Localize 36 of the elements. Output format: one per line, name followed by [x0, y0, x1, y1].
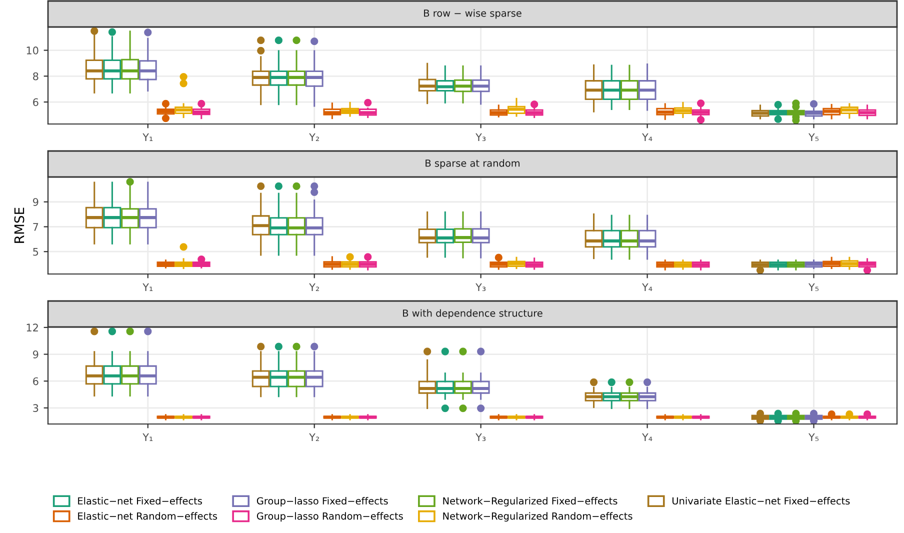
x-tick-label: Y₃	[476, 283, 486, 292]
y-tick-label: 3	[33, 404, 38, 412]
x-tick-label: Y₅	[808, 433, 819, 442]
x-tick-label: Y₂	[309, 283, 319, 291]
y-axis-title: RMSE	[14, 208, 24, 243]
y-tick-label: 8	[33, 72, 38, 80]
y-tick-label: 9	[33, 350, 38, 358]
chart-title: B with dependence structure	[403, 309, 542, 319]
legend-label: Elastic−net Random−effects	[78, 512, 218, 520]
y-tick-label: 12	[26, 324, 38, 332]
x-tick-label: Y₁	[142, 433, 153, 441]
y-tick-label: 10	[26, 46, 38, 54]
y-tick-label: 9	[33, 198, 38, 206]
x-tick-label: Y₅	[808, 283, 819, 292]
x-tick-label: Y₅	[808, 133, 819, 142]
x-tick-label: Y₂	[309, 133, 319, 141]
y-tick-label: 6	[33, 98, 38, 106]
y-tick-label: 5	[33, 248, 38, 256]
x-tick-label: Y₄	[642, 283, 652, 291]
legend-label: Group−lasso Fixed−effects	[256, 497, 388, 506]
chart-title: B sparse at random	[426, 159, 520, 169]
x-tick-label: Y₁	[142, 283, 153, 291]
x-tick-label: Y₁	[142, 133, 153, 141]
legend-label: Univariate Elastic−net Fixed−effects	[672, 497, 850, 505]
x-tick-label: Y₃	[476, 433, 486, 442]
legend-label: Network−Regularized Fixed−effects	[443, 497, 618, 506]
legend-label: Network−Regularized Random−effects	[443, 512, 632, 522]
legend-label: Elastic−net Fixed−effects	[78, 497, 202, 505]
x-tick-label: Y₃	[476, 133, 486, 142]
y-tick-label: 7	[33, 223, 38, 231]
x-tick-label: Y₂	[309, 433, 319, 441]
x-tick-label: Y₄	[642, 133, 652, 141]
x-tick-label: Y₄	[642, 433, 652, 441]
y-tick-label: 6	[33, 377, 38, 386]
legend-label: Group−lasso Random−effects	[256, 512, 403, 522]
chart-title: B row − wise sparse	[424, 9, 522, 19]
